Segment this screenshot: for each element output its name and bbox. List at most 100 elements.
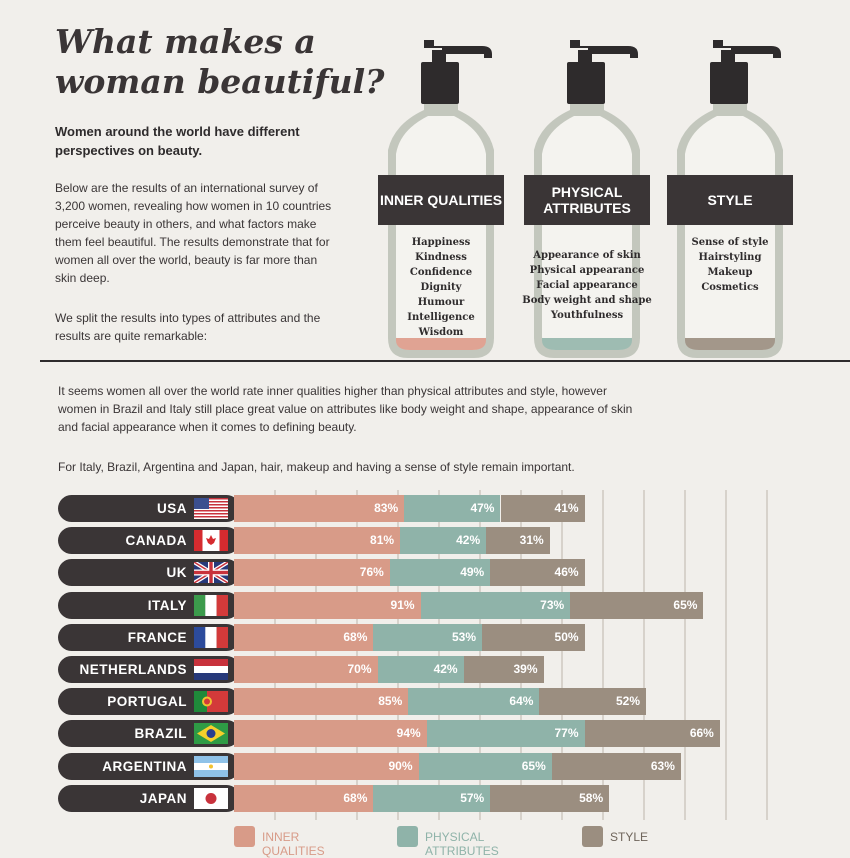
bar-physical-attributes: 77% (426, 720, 585, 748)
attribute-list: Happiness Kindness Confidence Dignity Humour… (376, 235, 506, 340)
gridline (479, 490, 481, 820)
legend-label-style: STYLE (610, 830, 649, 844)
bottle-2: PHYSICAL ATTRIBUTES Appearance of skin Phy… (522, 40, 652, 360)
attribute-item: Dignity (420, 282, 462, 293)
gridline (643, 490, 645, 820)
bar-inner-qualities: 68% (234, 784, 374, 812)
flag-icon (194, 691, 228, 713)
gridline (438, 490, 440, 820)
attribute-list: Sense of style Hairstyling Makeup Cosmetics (665, 235, 795, 295)
bar-inner-qualities: 90% (234, 752, 419, 780)
gridline (561, 490, 563, 820)
country-label: JAPAN (139, 790, 187, 806)
bottle-1: INNER QUALITIES Happiness Kindness Confiden… (376, 40, 506, 360)
gridline (274, 490, 276, 820)
bar-inner-qualities: 94% (234, 720, 427, 748)
attribute-item: Physical appearance (529, 265, 645, 276)
bar-physical-attributes: 47% (404, 495, 501, 522)
bar-style: 58% (490, 784, 610, 812)
country-pill: NETHERLANDS (58, 656, 240, 683)
attribute-item: Intelligence (407, 312, 475, 323)
flag-icon (194, 626, 228, 648)
legend-swatch-physical (397, 826, 418, 847)
attribute-item: Confidence (409, 267, 473, 278)
flag-icon (194, 530, 228, 552)
bottle-3: STYLE Sense of style Hairstyling Makeup Cosm… (665, 40, 795, 360)
intro-paragraph-2: We split the results into types of attri… (55, 311, 321, 343)
flag-icon (194, 659, 228, 680)
subtitle: Women around the world have different pe… (55, 124, 300, 158)
bar-style: 63% (551, 752, 681, 780)
flag-icon (194, 755, 228, 777)
attribute-item: Appearance of skin (533, 250, 641, 261)
attribute-item: Cosmetics (701, 282, 759, 293)
country-label: USA (156, 501, 187, 516)
country-label: PORTUGAL (107, 694, 187, 710)
bar-physical-attributes: 49% (389, 559, 491, 587)
country-pill: BRAZIL (58, 720, 240, 748)
attribute-item: Sense of style (691, 237, 769, 248)
gridline (315, 490, 317, 820)
country-label: UK (166, 565, 187, 581)
legend-label-inner: INNER QUALITIES (262, 830, 325, 858)
bar-inner-qualities: 83% (234, 495, 405, 522)
bar-physical-attributes: 73% (420, 591, 571, 619)
flag-icon (194, 562, 228, 584)
country-label: FRANCE (127, 629, 187, 645)
divider (40, 360, 850, 362)
bar-physical-attributes: 64% (408, 688, 540, 716)
attribute-item: Facial appearance (536, 280, 638, 291)
bar-inner-qualities: 81% (234, 527, 401, 555)
findings-paragraph: It seems women all over the world rate i… (58, 384, 633, 434)
bar-style: 31% (486, 527, 550, 555)
flag-icon (194, 787, 228, 809)
country-pill: ITALY (58, 591, 240, 619)
flag-icon (194, 723, 228, 745)
country-pill: JAPAN (58, 784, 240, 812)
bar-style: 50% (482, 623, 585, 651)
legend-swatch-style (582, 826, 603, 847)
country-pill: UK (58, 559, 240, 587)
bar-inner-qualities: 76% (234, 559, 390, 587)
bar-style: 41% (500, 495, 585, 522)
bar-physical-attributes: 42% (400, 527, 487, 555)
bar-inner-qualities: 91% (234, 591, 421, 619)
attribute-item: Youthfulness (550, 310, 624, 321)
gridline (766, 490, 768, 820)
bar-physical-attributes: 42% (377, 656, 464, 683)
gridline (356, 490, 358, 820)
bar-style: 66% (584, 720, 720, 748)
bar-inner-qualities: 85% (234, 688, 409, 716)
bar-physical-attributes: 57% (373, 784, 491, 812)
country-pill: ARGENTINA (58, 752, 240, 780)
country-label: ITALY (147, 597, 187, 613)
bar-physical-attributes: 65% (418, 752, 552, 780)
gridline (520, 490, 522, 820)
attribute-item: Hairstyling (698, 252, 762, 263)
bar-style: 52% (539, 688, 647, 716)
country-pill: PORTUGAL (58, 688, 240, 716)
bar-style: 46% (490, 559, 585, 587)
country-pill: FRANCE (58, 623, 240, 651)
attribute-item: Humour (417, 297, 465, 308)
gridline (684, 490, 686, 820)
bar-style: 39% (463, 656, 544, 683)
bar-style: 65% (570, 591, 704, 619)
bar-inner-qualities: 70% (234, 656, 378, 683)
country-label: NETHERLANDS (79, 662, 187, 677)
country-label: ARGENTINA (102, 758, 187, 774)
flag-icon (194, 498, 228, 519)
attribute-item: Wisdom (418, 327, 464, 338)
legend-swatch-inner (234, 826, 255, 847)
bar-inner-qualities: 68% (234, 623, 374, 651)
bar-physical-attributes: 53% (373, 623, 483, 651)
attribute-item: Body weight and shape (522, 295, 652, 306)
intro-paragraph: Below are the results of an internationa… (55, 181, 332, 285)
attribute-item: Makeup (707, 267, 753, 278)
country-pill: CANADA (58, 527, 240, 555)
country-label: CANADA (125, 533, 187, 549)
country-pill: USA (58, 495, 240, 522)
gridline (725, 490, 727, 820)
gridline (602, 490, 604, 820)
attribute-item: Kindness (415, 252, 467, 263)
